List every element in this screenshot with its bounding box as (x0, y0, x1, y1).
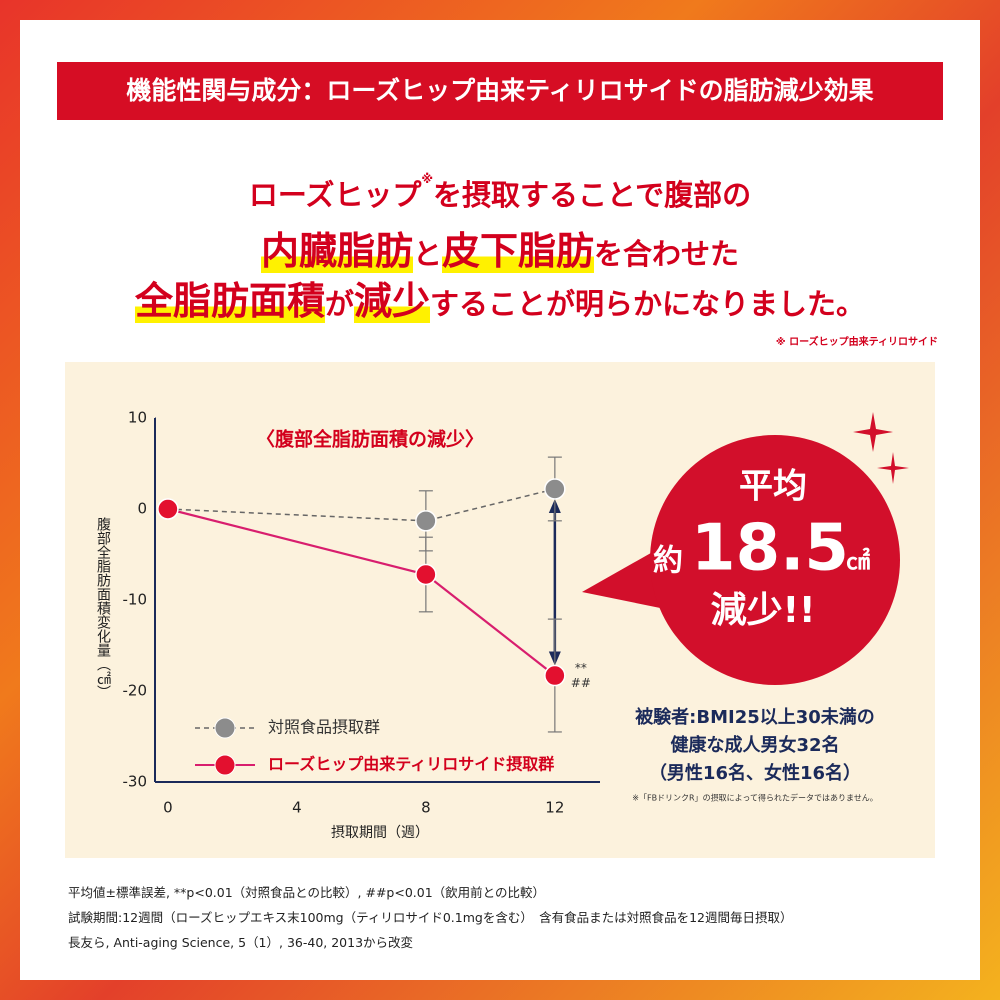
legend-marker (214, 754, 236, 776)
subjects: （男性16名、女性16名） (649, 762, 861, 784)
legend-label: 対照食品摂取群 (268, 718, 380, 737)
chart-title: 〈腹部全脂肪面積の減少〉 (256, 428, 484, 451)
x-tick-label: 12 (545, 799, 564, 817)
y-tick-label: -10 (123, 591, 148, 609)
highlight: 皮下脂肪 (442, 229, 595, 273)
callout-value: 18.5 (691, 512, 849, 586)
headline: 内臓脂肪と皮下脂肪を合わせた (0, 220, 1000, 275)
marker (415, 563, 437, 586)
y-axis-label: 腹部全脂肪面積変化量（㎠） (95, 516, 111, 699)
header-title: 機能性関与成分：ローズヒップ由来ティリロサイドの脂肪減少効果 (57, 62, 943, 120)
subjects-note: ※「FBドリンクR」の摂取によって得られたデータではありません。 (632, 793, 877, 803)
callout-text: 約 (653, 544, 683, 579)
highlight: 全脂肪面積 (134, 279, 325, 323)
x-tick-label: 0 (163, 799, 173, 817)
callout-text: ㎠ (846, 547, 870, 575)
headline: ローズヒップ※を摂取することで腹部の (0, 172, 1000, 214)
callout-circle (650, 435, 900, 685)
text: することが明らかになりました。 (430, 287, 866, 321)
sparkles (853, 412, 909, 484)
highlight: 内臓脂肪 (260, 229, 413, 273)
y-tick-label: -30 (123, 773, 148, 791)
text: が (324, 287, 354, 321)
x-axis-label: 摂取期間（週） (331, 825, 429, 841)
text: と (412, 237, 442, 271)
footnote: 長友ら, Anti-aging Science, 5（1）, 36-40, 20… (68, 935, 414, 950)
footnote: 平均値±標準誤差, **p<0.01（対照食品との比較）, ##p<0.01（飲… (68, 885, 546, 900)
callout-text: 減少!! (711, 590, 816, 631)
highlight: 減少 (354, 279, 431, 323)
marker (415, 510, 437, 532)
legend-label: ローズヒップ由来ティリロサイド摂取群 (268, 755, 554, 774)
text: ローズヒップ (248, 178, 422, 212)
subjects: 健康な成人男女32名 (670, 734, 839, 756)
callout-text: 平均 (739, 467, 807, 507)
y-tick-label: -20 (123, 682, 148, 700)
significance-mark: ** (575, 661, 587, 675)
marker (544, 664, 566, 687)
x-tick-label: 8 (421, 799, 431, 817)
marker (544, 478, 566, 500)
text: ※ (421, 172, 434, 186)
y-tick-label: 10 (128, 409, 147, 427)
legend-marker (214, 717, 236, 739)
text: を摂取することで腹部の (433, 178, 752, 212)
x-tick-label: 4 (292, 799, 302, 817)
footnote: 試験期間:12週間（ローズヒップエキス末100mg（ティリロサイド0.1mgを含… (68, 910, 793, 925)
marker (157, 498, 179, 520)
headline: 全脂肪面積が減少することが明らかになりました。 (0, 270, 1000, 325)
note: ※ ローズヒップ由来ティリロサイド (775, 337, 938, 348)
series-line (167, 488, 556, 522)
y-tick-label: 0 (137, 500, 147, 518)
subjects: 被験者:BMI25以上30未満の (635, 706, 875, 728)
series-line (167, 507, 556, 677)
text: を合わせた (594, 237, 740, 271)
significance-mark: ## (571, 676, 591, 690)
